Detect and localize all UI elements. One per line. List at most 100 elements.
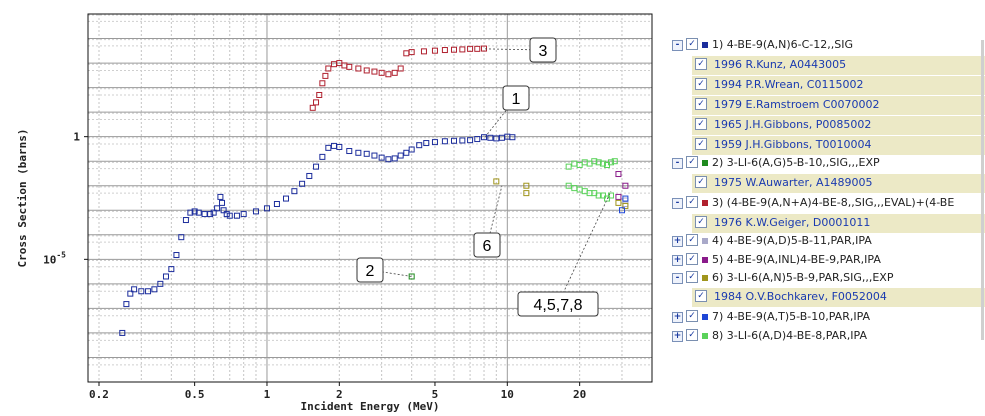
- data-point: [346, 63, 353, 70]
- x-tick-label: 5: [432, 388, 439, 401]
- expand-icon[interactable]: +: [672, 312, 683, 323]
- legend-dataset-row[interactable]: ✓ 1994 P.R.Wrean, C0115002: [692, 76, 985, 95]
- data-point: [252, 208, 259, 215]
- data-point: [191, 208, 198, 215]
- legend-dataset-row[interactable]: ✓ 1996 R.Kunz, A0443005: [692, 56, 985, 75]
- legend-dataset-row[interactable]: ✓ 1959 J.H.Gibbons, T0010004: [692, 136, 985, 155]
- data-point: [319, 153, 326, 160]
- checkbox[interactable]: ✓: [695, 78, 707, 90]
- data-point: [313, 99, 320, 106]
- callout-box: [356, 257, 384, 283]
- checkbox[interactable]: ✓: [686, 271, 698, 283]
- data-point: [604, 195, 611, 202]
- data-point: [565, 182, 572, 189]
- data-point: [240, 211, 247, 218]
- data-point: [459, 46, 466, 53]
- legend-reaction-row[interactable]: - ✓ 2) 3-LI-6(A,G)5-B-10,,SIG,,,EXP: [670, 154, 985, 173]
- checkbox[interactable]: ✓: [695, 138, 707, 150]
- dataset-label[interactable]: 1979 E.Ramstroem C0070002: [714, 98, 880, 111]
- checkbox[interactable]: ✓: [695, 290, 707, 302]
- legend-reaction-row[interactable]: - ✓ 1) 4-BE-9(A,N)6-C-12,,SIG: [670, 36, 985, 55]
- checkbox[interactable]: ✓: [686, 38, 698, 50]
- data-point: [595, 192, 602, 199]
- data-point: [397, 152, 404, 159]
- dataset-label[interactable]: 1976 K.W.Geiger, D0001011: [714, 216, 871, 229]
- data-point: [523, 182, 530, 189]
- data-point: [378, 69, 385, 76]
- series-swatch: [702, 257, 708, 263]
- data-point: [493, 135, 500, 142]
- data-point: [319, 80, 326, 87]
- checkbox[interactable]: ✓: [686, 196, 698, 208]
- legend-reaction-row[interactable]: + ✓ 4) 4-BE-9(A,D)5-B-11,PAR,IPA: [670, 232, 985, 251]
- checkbox[interactable]: ✓: [686, 310, 698, 322]
- collapse-icon[interactable]: -: [672, 198, 683, 209]
- dataset-label[interactable]: 1984 O.V.Bochkarev, F0052004: [714, 290, 887, 303]
- series-swatch: [702, 238, 708, 244]
- data-point: [173, 252, 180, 259]
- series-swatch: [702, 160, 708, 166]
- series-swatch: [702, 275, 708, 281]
- expand-icon[interactable]: +: [672, 331, 683, 342]
- legend-scrollbar[interactable]: [981, 40, 984, 340]
- data-point: [131, 286, 138, 293]
- data-point: [378, 154, 385, 161]
- dataset-label[interactable]: 1975 W.Auwarter, A1489005: [714, 176, 873, 189]
- checkbox[interactable]: ✓: [686, 329, 698, 341]
- callout-leader: [557, 191, 612, 305]
- series-swatch: [702, 200, 708, 206]
- collapse-icon[interactable]: -: [672, 40, 683, 51]
- expand-icon[interactable]: +: [672, 255, 683, 266]
- collapse-icon[interactable]: -: [672, 273, 683, 284]
- legend-reaction-row[interactable]: + ✓ 8) 3-LI-6(A,D)4-BE-8,PAR,IPA: [670, 327, 985, 346]
- x-tick-label: 2: [336, 388, 343, 401]
- checkbox[interactable]: ✓: [695, 118, 707, 130]
- legend-dataset-row[interactable]: ✓ 1975 W.Auwarter, A1489005: [692, 174, 985, 193]
- data-point: [123, 301, 130, 308]
- data-point: [127, 290, 134, 297]
- legend-dataset-row[interactable]: ✓ 1976 K.W.Geiger, D0001011: [692, 214, 985, 233]
- checkbox[interactable]: ✓: [695, 58, 707, 70]
- legend-dataset-row[interactable]: ✓ 1984 O.V.Bochkarev, F0052004: [692, 288, 985, 307]
- callout-box: [502, 85, 530, 111]
- x-tick-label: 0.2: [89, 388, 109, 401]
- checkbox[interactable]: ✓: [695, 216, 707, 228]
- checkbox[interactable]: ✓: [686, 253, 698, 265]
- callout-leader: [369, 269, 412, 277]
- data-point: [493, 178, 500, 185]
- legend-reaction-row[interactable]: - ✓ 6) 3-LI-6(A,N)5-B-9,PAR,SIG,,,EXP: [670, 269, 985, 288]
- reaction-label: 6) 3-LI-6(A,N)5-B-9,PAR,SIG,,,EXP: [712, 271, 894, 284]
- checkbox[interactable]: ✓: [695, 98, 707, 110]
- data-point: [408, 146, 415, 153]
- checkbox[interactable]: ✓: [686, 156, 698, 168]
- dataset-label[interactable]: 1959 J.H.Gibbons, T0010004: [714, 138, 872, 151]
- legend-reaction-row[interactable]: + ✓ 5) 4-BE-9(A,INL)4-BE-9,PAR,IPA: [670, 251, 985, 270]
- data-point: [195, 209, 202, 216]
- data-point: [178, 234, 185, 241]
- data-points: [119, 45, 629, 336]
- data-point: [219, 199, 226, 206]
- legend-dataset-row[interactable]: ✓ 1979 E.Ramstroem C0070002: [692, 96, 985, 115]
- legend-reaction-row[interactable]: + ✓ 7) 4-BE-9(A,T)5-B-10,PAR,IPA: [670, 308, 985, 327]
- data-point: [299, 180, 306, 187]
- dataset-label[interactable]: 1996 R.Kunz, A0443005: [714, 58, 847, 71]
- plot-frame: [87, 13, 653, 383]
- data-point: [119, 329, 126, 336]
- data-point: [162, 273, 169, 280]
- legend-dataset-row[interactable]: ✓ 1965 J.H.Gibbons, P0085002: [692, 116, 985, 135]
- data-point: [145, 288, 152, 295]
- legend-reaction-row[interactable]: - ✓ 3) (4-BE-9(A,N+A)4-BE-8,,SIG,,,EVAL)+(…: [670, 194, 985, 213]
- dataset-label[interactable]: 1994 P.R.Wrean, C0115002: [714, 78, 864, 91]
- data-point: [622, 182, 629, 189]
- data-point: [306, 172, 313, 179]
- checkbox[interactable]: ✓: [686, 234, 698, 246]
- data-point: [220, 207, 227, 214]
- checkbox[interactable]: ✓: [695, 176, 707, 188]
- collapse-icon[interactable]: -: [672, 158, 683, 169]
- data-point: [217, 193, 224, 200]
- expand-icon[interactable]: +: [672, 236, 683, 247]
- dataset-label[interactable]: 1965 J.H.Gibbons, P0085002: [714, 118, 872, 131]
- callout-3: 6: [473, 185, 503, 258]
- data-point: [226, 212, 233, 219]
- data-point: [622, 202, 629, 209]
